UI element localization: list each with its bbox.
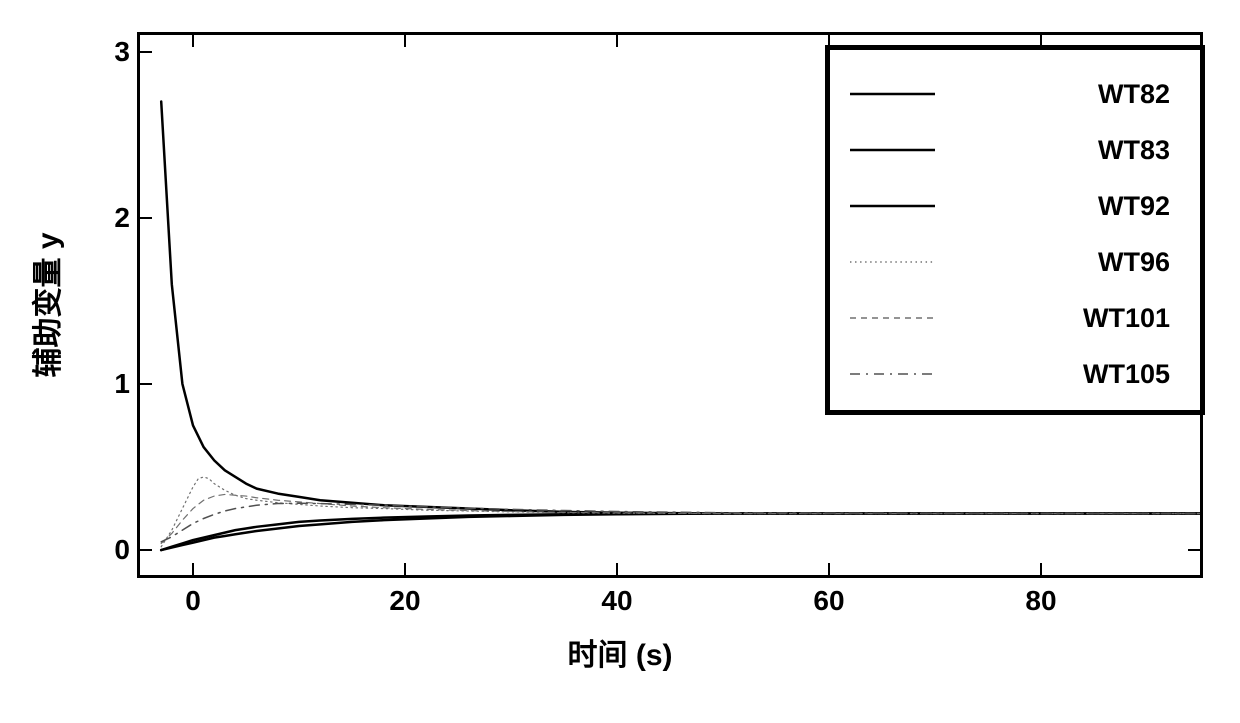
- x-tick-label: 60: [813, 585, 844, 617]
- legend-item: WT96: [850, 234, 1180, 290]
- x-tick: [1040, 563, 1042, 575]
- legend-label: WT96: [935, 247, 1180, 278]
- legend-item: WT83: [850, 122, 1180, 178]
- x-tick-label: 20: [389, 585, 420, 617]
- legend-item: WT101: [850, 290, 1180, 346]
- legend: WT82 WT83 WT92 WT96 WT101 WT105: [825, 45, 1205, 415]
- y-tick-label: 0: [90, 534, 130, 566]
- x-axis-label: 时间 (s): [0, 630, 1240, 674]
- x-tick: [404, 563, 406, 575]
- x-tick-top: [616, 35, 618, 47]
- y-tick-right: [1188, 549, 1200, 551]
- legend-label: WT92: [935, 191, 1180, 222]
- y-axis-label: 辅助变量 y: [23, 232, 67, 377]
- legend-swatch: [850, 364, 935, 384]
- y-tick-label: 3: [90, 36, 130, 68]
- x-tick-label: 0: [185, 585, 201, 617]
- x-tick-top: [192, 35, 194, 47]
- legend-swatch: [850, 308, 935, 328]
- chart-figure: 0 20 40 60 80 0 1 2 3 时间 (s) 辅助变量 y WT82 WT83 WT92…: [0, 0, 1240, 723]
- series-WT83: [161, 514, 1200, 551]
- y-tick: [140, 51, 152, 53]
- x-tick: [192, 563, 194, 575]
- legend-swatch: [850, 252, 935, 272]
- y-tick: [140, 383, 152, 385]
- y-tick-label: 1: [90, 368, 130, 400]
- x-tick-label: 80: [1025, 585, 1056, 617]
- y-tick-label: 2: [90, 202, 130, 234]
- legend-swatch: [850, 140, 935, 160]
- legend-label: WT105: [935, 359, 1180, 390]
- legend-item: WT105: [850, 346, 1180, 402]
- series-WT101: [161, 494, 1200, 543]
- legend-swatch: [850, 84, 935, 104]
- y-tick: [140, 217, 152, 219]
- x-tick: [616, 563, 618, 575]
- legend-label: WT101: [935, 303, 1180, 334]
- x-tick-label: 40: [601, 585, 632, 617]
- legend-item: WT82: [850, 66, 1180, 122]
- series-WT92: [161, 514, 1200, 551]
- x-tick: [828, 563, 830, 575]
- series-WT105: [161, 503, 1200, 542]
- legend-label: WT83: [935, 135, 1180, 166]
- legend-label: WT82: [935, 79, 1180, 110]
- legend-swatch: [850, 196, 935, 216]
- x-tick-top: [404, 35, 406, 47]
- y-tick: [140, 549, 152, 551]
- legend-item: WT92: [850, 178, 1180, 234]
